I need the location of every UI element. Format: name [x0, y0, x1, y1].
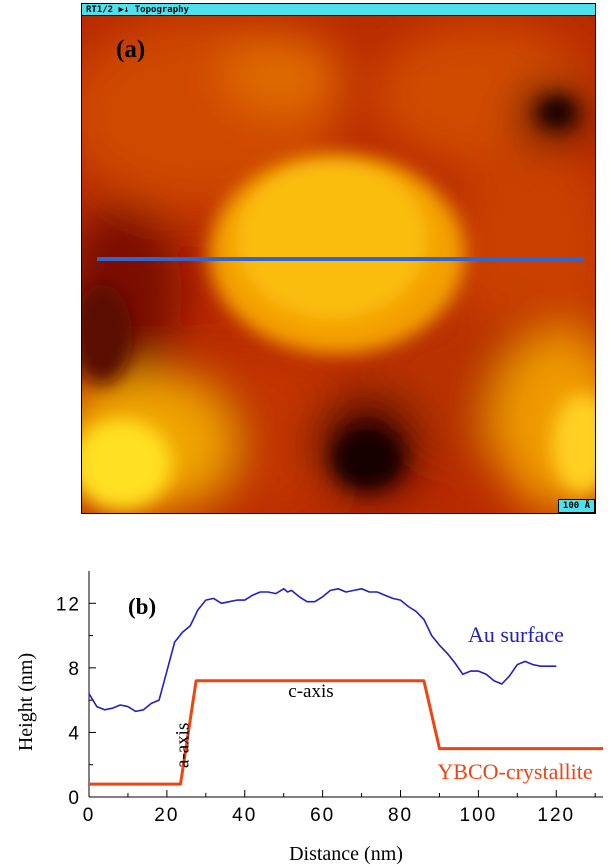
- y-tick-label: 0: [68, 788, 81, 809]
- stm-heightmap: [82, 4, 595, 513]
- ybco-crystallite-line: [89, 679, 603, 786]
- x-tick-label: 120: [537, 805, 575, 826]
- annotations: c-axis a-axis: [172, 681, 333, 768]
- y-ticks: 0 4 8 12: [56, 594, 96, 809]
- y-tick-label: 4: [68, 723, 81, 744]
- stm-topography-image: RT1/2 ▶↓ Topography (a) 100 Å: [81, 3, 596, 514]
- x-tick-label: 40: [232, 805, 257, 826]
- a-axis-label: a-axis: [172, 723, 193, 768]
- x-tick-label: 0: [83, 805, 96, 826]
- x-axis-title: Distance (nm): [289, 843, 403, 865]
- ybco-crystallite-label: YBCO-crystallite: [437, 759, 592, 784]
- y-axis-title: Height (nm): [15, 653, 37, 751]
- au-surface-line: [88, 587, 557, 713]
- x-tick-label: 80: [388, 805, 413, 826]
- y-tick-label: 12: [56, 594, 81, 615]
- x-ticks: 0 20 40 60 80 100 120: [83, 790, 596, 826]
- panel-label-b: (b): [128, 594, 156, 619]
- y-tick-label: 8: [68, 659, 81, 680]
- panel-label-a: (a): [116, 36, 146, 63]
- series-labels: Au surface YBCO-crystallite: [437, 622, 592, 784]
- au-surface-label: Au surface: [468, 622, 564, 647]
- stm-header-bar: RT1/2 ▶↓ Topography: [82, 4, 595, 16]
- c-axis-label: c-axis: [288, 681, 333, 702]
- x-tick-label: 60: [310, 805, 335, 826]
- series-lines: [88, 587, 603, 786]
- height-profile-chart: 0 4 8 12 0 20 40 60 80 100 120 Au surface YBCO-cry…: [15, 571, 603, 865]
- x-tick-label: 20: [154, 805, 179, 826]
- scale-bar-label: 100 Å: [557, 499, 595, 513]
- x-tick-label: 100: [460, 805, 498, 826]
